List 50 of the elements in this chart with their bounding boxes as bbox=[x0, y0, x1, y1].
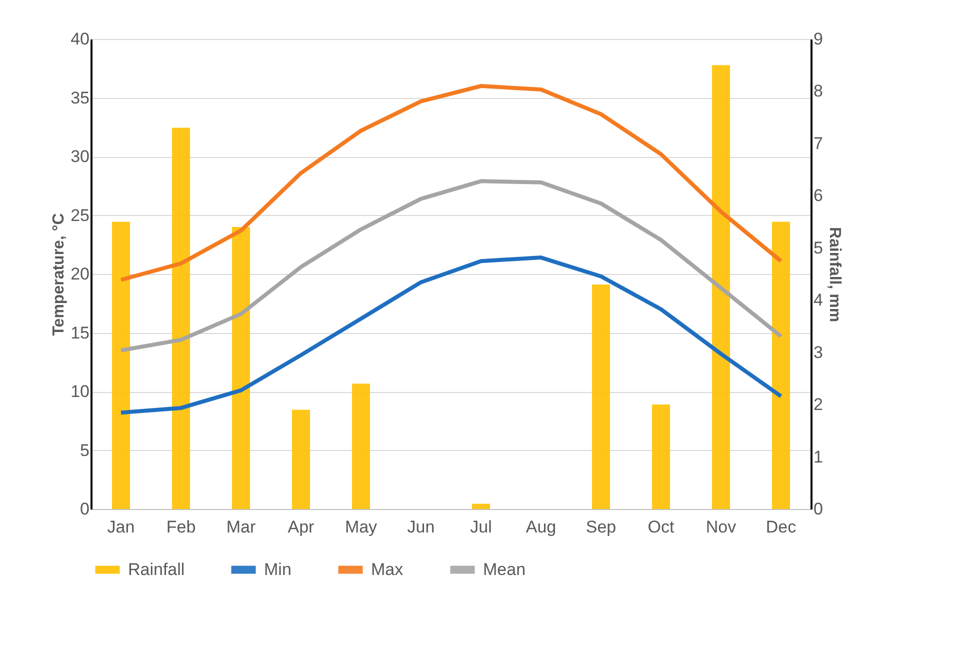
x-tick-label: Sep bbox=[586, 518, 616, 536]
bar bbox=[592, 284, 610, 509]
legend-label: Min bbox=[264, 560, 292, 579]
y-tick-label: 40 bbox=[70, 30, 90, 48]
bar bbox=[652, 404, 670, 509]
bar bbox=[172, 128, 190, 509]
y2-tick-label: 3 bbox=[814, 342, 823, 362]
bar bbox=[472, 504, 490, 509]
x-tick-label: Apr bbox=[288, 518, 315, 536]
x-tick-label: Aug bbox=[526, 518, 556, 536]
y2-axis-title: Rainfall, mm bbox=[826, 226, 843, 322]
x-tick-label: Nov bbox=[706, 518, 737, 536]
legend-label: Max bbox=[371, 560, 404, 579]
x-tick-label: Jul bbox=[470, 518, 492, 536]
bar bbox=[292, 410, 310, 509]
y2-tick-label: 2 bbox=[814, 395, 823, 414]
line-series bbox=[119, 256, 783, 415]
y-tick-label: 10 bbox=[70, 382, 90, 401]
bar bbox=[712, 65, 730, 509]
line-series bbox=[119, 84, 783, 282]
x-tick-label: Oct bbox=[648, 518, 674, 536]
x-tick-label: Dec bbox=[766, 518, 797, 536]
y2-tick-label: 8 bbox=[814, 82, 823, 101]
x-tick-label: May bbox=[344, 518, 378, 536]
y-axis-title: Temperature, °C bbox=[50, 212, 68, 336]
legend-label: Mean bbox=[483, 560, 526, 579]
y-tick-label: 5 bbox=[80, 440, 90, 460]
x-tick-label: Mar bbox=[226, 518, 256, 536]
legend-label: Rainfall bbox=[128, 560, 185, 579]
y2-tick-label: 9 bbox=[814, 30, 823, 48]
y2-tick-label: 4 bbox=[814, 290, 823, 310]
bar bbox=[772, 222, 790, 509]
y-tick-label: 30 bbox=[70, 147, 90, 166]
y2-tick-label: 5 bbox=[814, 238, 823, 258]
y-tick-label: 0 bbox=[80, 500, 90, 518]
y2-tick-label: 6 bbox=[814, 186, 823, 206]
y2-tick-label: 1 bbox=[814, 447, 823, 466]
y-tick-label: 15 bbox=[70, 323, 90, 342]
y-tick-label: 35 bbox=[70, 88, 90, 108]
x-tick-label: Jan bbox=[107, 518, 135, 536]
y2-tick-label: 0 bbox=[814, 500, 823, 518]
x-tick-label: Jun bbox=[407, 518, 435, 536]
y-tick-label: 20 bbox=[70, 264, 90, 284]
y-tick-label: 25 bbox=[70, 206, 90, 225]
bar bbox=[232, 227, 250, 509]
x-tick-label: Feb bbox=[166, 518, 196, 536]
line-series bbox=[119, 179, 783, 352]
bar bbox=[112, 222, 130, 509]
y2-tick-label: 7 bbox=[814, 134, 823, 153]
bar bbox=[352, 384, 370, 509]
